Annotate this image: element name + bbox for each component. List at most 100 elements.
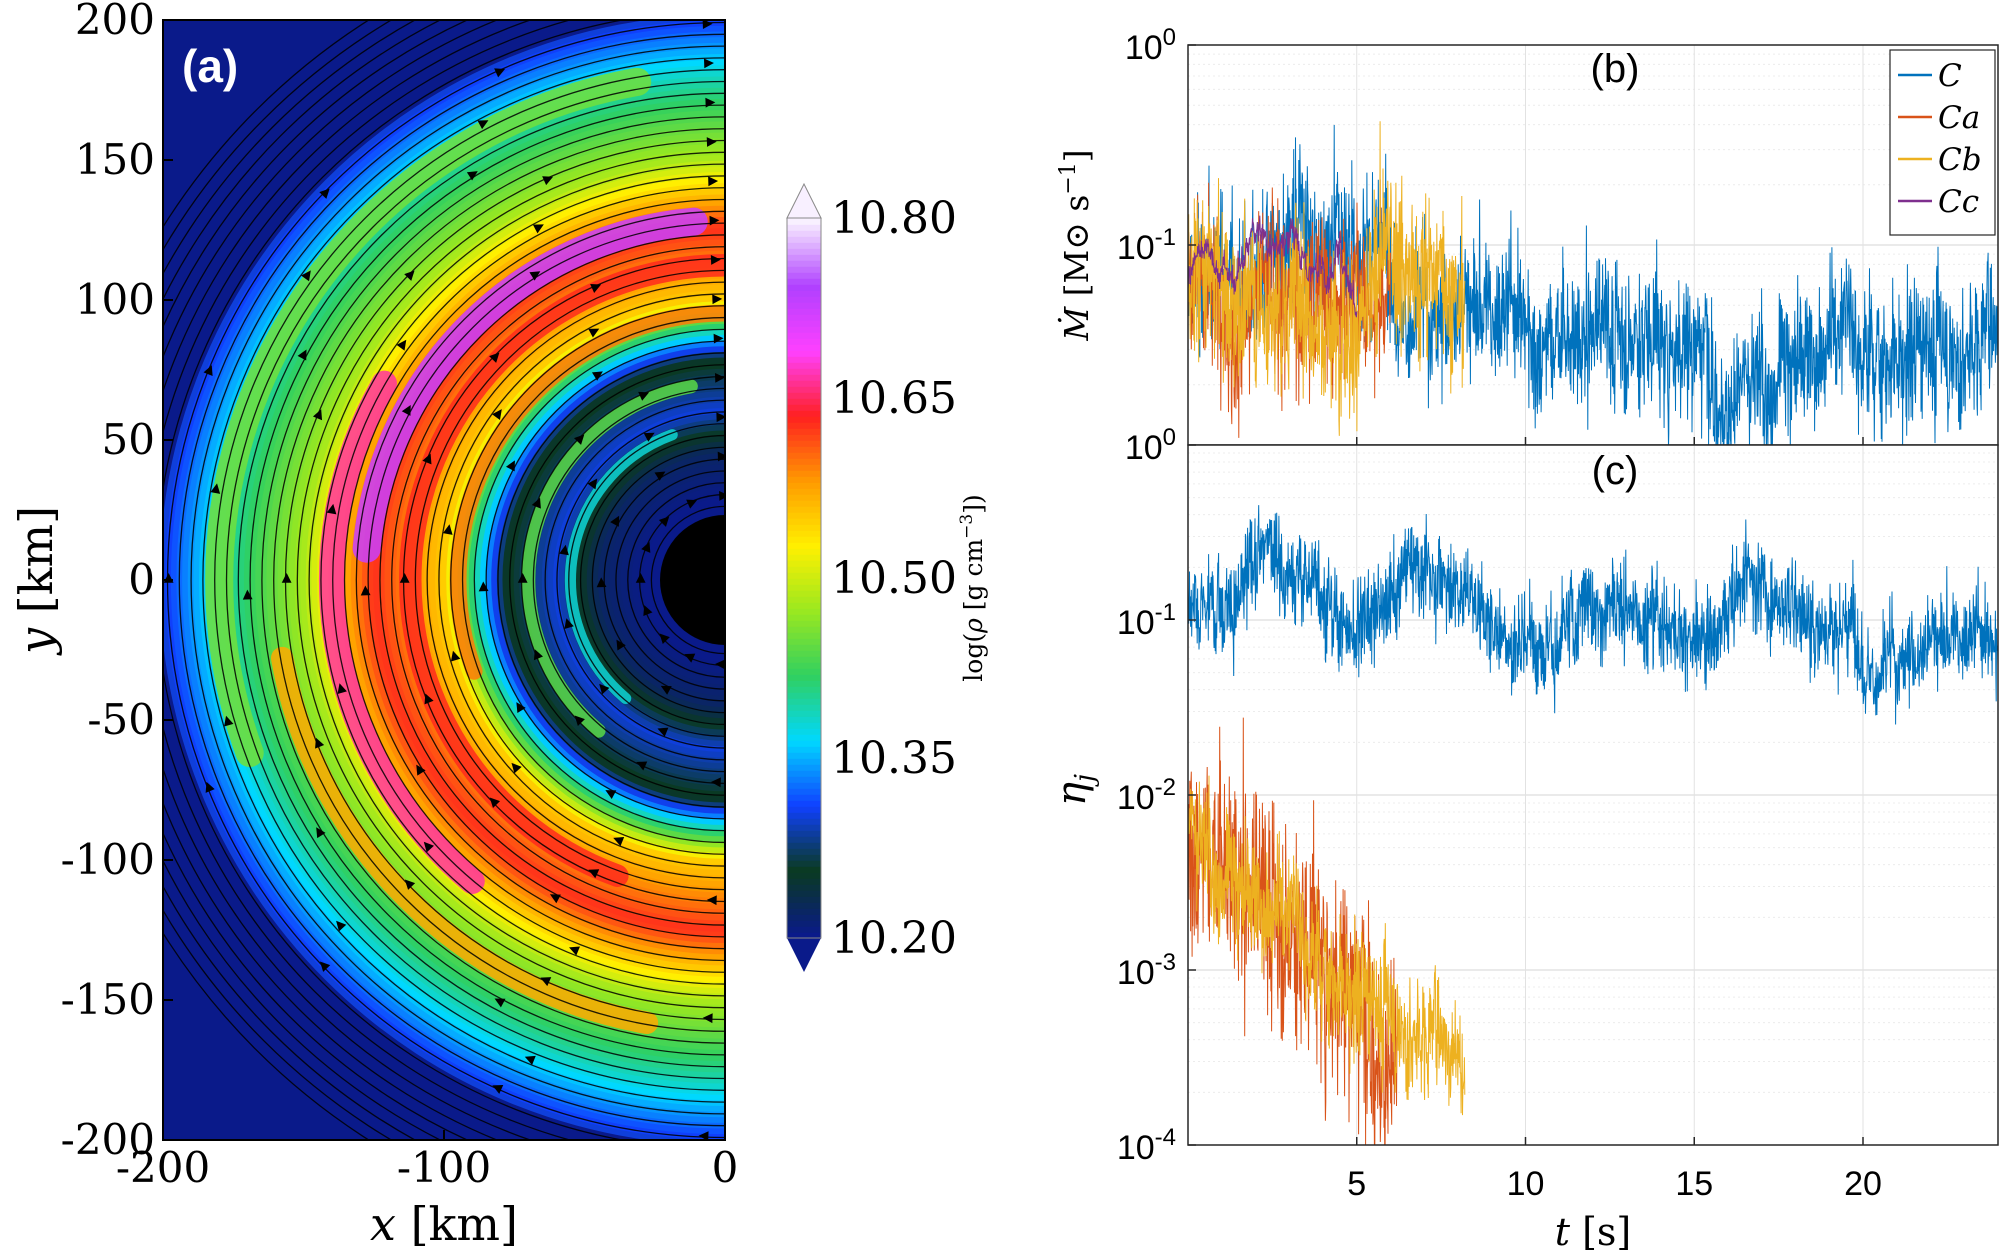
y-tick-label: 10-1 [1117,224,1176,267]
colorbar-segment [787,596,821,603]
flow-arrow [610,515,620,527]
density-arc [352,207,708,563]
density-arc [564,429,678,705]
density-ring [485,340,725,820]
colorbar-segment [787,398,821,405]
colorbar-segment [787,758,821,765]
flow-arrow [297,349,307,361]
density-ring [232,87,725,1073]
colorbar-segment [787,848,821,855]
panel-c-series [1188,505,1998,1145]
streamline [556,411,725,749]
density-arc [449,304,725,680]
streamline [379,234,725,926]
colorbar-tick-label: 10.20 [831,913,957,964]
colorbar-label-suffix: ]) [959,494,988,514]
colorbar-segment [787,716,821,723]
colorbar-segment [787,698,821,705]
flow-arrow [531,497,541,509]
density-arc [270,646,659,1035]
density-ring [367,222,725,938]
streamline [320,175,725,985]
colorbar-segment [787,908,821,915]
flow-arrow [710,255,721,265]
colorbar-segment [787,224,821,231]
colorbar-top-extension [786,182,822,219]
panel-b-series [1188,121,1998,445]
streamline [509,364,725,796]
panel-c-x-label: t [s] [1555,1210,1632,1254]
panel-b-y-unit: [M⊙ s [1057,195,1096,297]
flow-arrow [559,544,569,556]
panel-b-y-exp: −1 [1056,162,1081,194]
density-ring [171,26,725,1134]
colorbar-segment [787,650,821,657]
flow-arrow [658,516,670,527]
panel-b-label: (b) [1591,47,1640,91]
streamline [497,352,725,808]
flow-arrow [654,471,666,481]
colorbar-segment [787,476,821,483]
flow-arrows [163,20,725,1140]
colorbar-segment [787,320,821,327]
legend-box [1889,49,1996,236]
flow-arrow [505,460,515,472]
flow-arrow [706,895,717,906]
colorbar-segment [787,614,821,621]
y-tick-label: 50 [102,415,155,464]
panel-c-label: (c) [1592,449,1639,493]
flow-arrow [319,961,331,972]
colorbar-segment [787,800,821,807]
y-tick-label: -50 [87,695,155,744]
streamline [426,281,725,879]
streamline [473,328,725,832]
flow-arrow [703,58,714,69]
legend: C Ca Cb Cc [1889,49,1996,236]
colorbar-segment [787,680,821,687]
y-tick-label: 10-2 [1117,774,1176,817]
density-ring [277,132,725,1028]
panel-b-y-label: Ṁ [M⊙ s−1] [1056,149,1096,341]
density-ring [463,318,725,842]
x-tick-label: 15 [1675,1165,1713,1203]
flow-arrow [573,434,585,445]
flow-arrow [706,137,717,147]
colorbar-segment [787,518,821,525]
flow-arrow [494,998,506,1008]
density-ring [311,166,725,994]
colorbar-segment [787,488,821,495]
colorbar-segment [787,362,821,369]
streamline [532,387,725,773]
colorbar-segment [787,890,821,897]
colorbar-tick-label: 10.65 [831,373,957,424]
panel-a-y-unit: [km] [9,506,63,613]
y-tick-label: 100 [75,275,155,324]
y-tick-label: 10-4 [1117,1124,1176,1167]
density-ring [502,357,725,803]
flow-arrow [489,352,500,363]
y-tick-label: 200 [75,0,155,44]
colorbar-segment [787,332,821,339]
density-ring [249,104,725,1056]
colorbar-segment [787,704,821,711]
flow-arrow [517,573,528,583]
colorbar-segment [787,710,821,717]
colorbar-segment [787,428,821,435]
colorbar-segment [787,458,821,465]
y-tick-label: 150 [75,135,155,184]
y-tick-label: 10-1 [1117,599,1176,642]
colorbar-segment [787,482,821,489]
colorbar-segment [787,302,821,309]
density-ring [272,127,725,1033]
colorbar-segment [787,308,821,315]
colorbar-segment [787,644,821,651]
colorbar-segment [787,770,821,777]
colorbar-segment [787,434,821,441]
colorbar-segment [787,446,821,453]
density-ring [238,93,725,1067]
flow-arrow [242,589,253,600]
colorbar-segment [787,794,821,801]
colorbar-segment [787,866,821,873]
flow-arrow [281,573,292,583]
legend-label-cc: Cc [1938,184,1979,220]
